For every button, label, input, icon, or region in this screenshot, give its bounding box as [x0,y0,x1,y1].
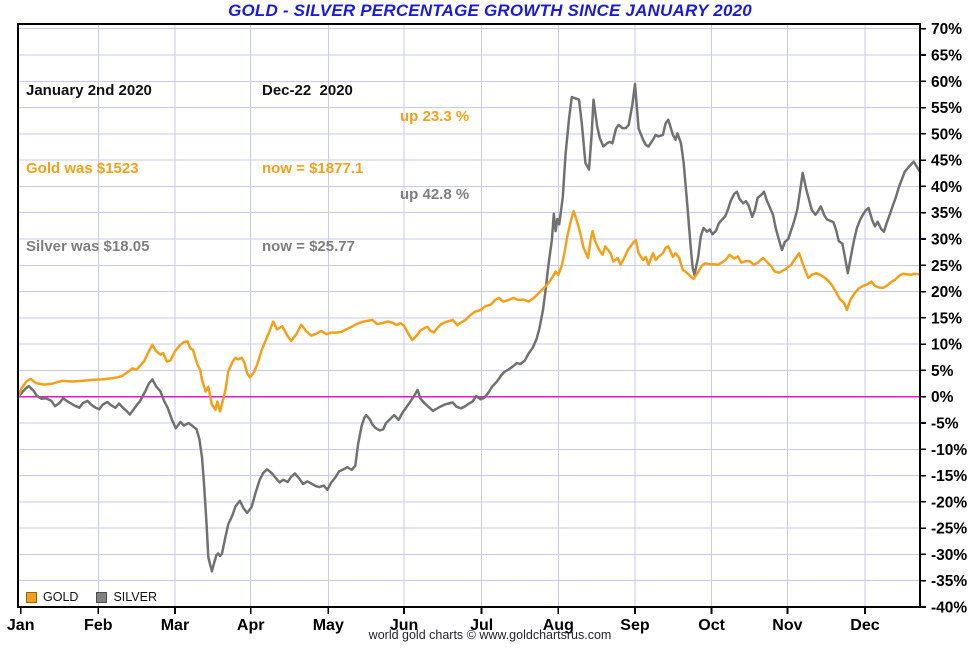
y-tick-label: -15% [931,468,967,485]
y-tick-label: 25% [931,258,962,275]
x-tick-label: Sep [620,617,650,634]
x-tick-label: Apr [237,617,265,634]
x-tick-label: Nov [772,617,802,634]
x-tick-label: Jun [390,617,418,634]
y-tick-label: -30% [931,547,967,564]
y-tick-label: -5% [931,416,959,433]
silver-swatch-icon [96,591,108,603]
y-tick-label: 0% [931,389,954,406]
silver-now-price: now = $25.77 [262,238,355,255]
x-tick-label: Jul [470,617,493,634]
gold-start-price: Gold was $1523 [26,160,139,177]
y-tick-label: -25% [931,521,967,538]
gold-growth-pct: up 23.3 % [400,108,470,125]
y-tick-label: -35% [931,573,967,590]
silver-series-line [16,82,922,573]
y-tick-label: 35% [931,205,962,222]
info-start-column: January 2nd 2020 Gold was $1523 Silver w… [26,26,152,312]
legend-silver-label: SILVER [113,590,157,604]
x-tick-label: Feb [84,617,113,634]
y-tick-label: 40% [931,179,962,196]
gold-swatch-icon [26,591,37,603]
y-tick-label: 20% [931,284,962,301]
y-tick-label: 60% [931,74,962,91]
x-tick-label: Oct [698,617,725,634]
legend: GOLD SILVER [26,590,157,604]
y-tick-label: -40% [931,600,967,617]
y-tick-label: 5% [931,363,954,380]
plot-border [17,23,921,608]
y-tick-label: -20% [931,494,967,511]
y-tick-label: 70% [931,21,962,38]
silver-start-price: Silver was $18.05 [26,238,150,255]
footer-credit: world gold charts © www.goldchartsrus.co… [368,628,612,642]
start-date-label: January 2nd 2020 [26,82,152,99]
info-growth-column: up 23.3 % up 42.8 % [400,52,469,260]
y-tick-label: -10% [931,442,967,459]
legend-gold-label: GOLD [43,590,79,604]
info-now-column: Dec-22 2020 now = $1877.1 now = $25.77 [262,26,363,312]
y-tick-label: 45% [931,153,962,170]
y-tick-label: 10% [931,337,962,354]
y-tick-label: 15% [931,310,962,327]
y-tick-label: 50% [931,126,962,143]
chart-title: GOLD - SILVER PERCENTAGE GROWTH SINCE JA… [228,1,752,20]
legend-item-gold: GOLD [26,590,78,604]
legend-item-silver: SILVER [96,590,157,604]
y-tick-label: 55% [931,100,962,117]
x-tick-label: Dec [850,617,879,634]
y-tick-label: 65% [931,48,962,65]
x-tick-label: Mar [161,617,189,634]
gold-now-price: now = $1877.1 [262,160,364,177]
silver-growth-pct: up 42.8 % [400,186,470,203]
x-tick-label: May [313,617,344,634]
y-tick-label: 30% [931,232,962,249]
now-date-label: Dec-22 2020 [262,82,353,99]
x-tick-label: Aug [543,617,574,634]
x-tick-label: Jan [7,617,35,634]
gold-series-line [16,209,921,413]
